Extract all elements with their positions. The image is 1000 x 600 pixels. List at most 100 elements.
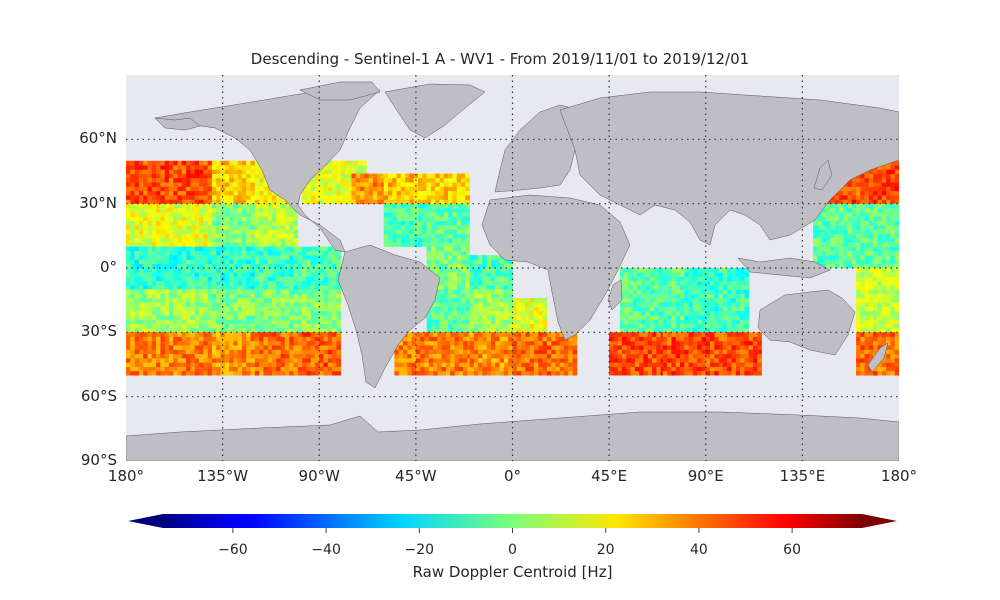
heatmap-cell [722,268,728,273]
heatmap-cell [422,177,427,183]
heatmap-cell [645,280,651,286]
heatmap-cell [164,328,170,333]
heatmap-cell [194,345,200,350]
heatmap-cell [456,328,462,333]
heatmap-cell [692,298,698,303]
heatmap-cell [272,315,277,320]
heatmap-cell [181,203,187,209]
heatmap-cell [229,169,234,174]
heatmap-cell [276,340,281,346]
heatmap-cell [722,315,728,320]
heatmap-cell [473,280,479,286]
heatmap-cell [211,259,217,264]
heatmap-cell [731,289,737,294]
heatmap-cell [250,293,256,299]
heatmap-cell [276,276,281,282]
heatmap-cell [692,293,698,299]
heatmap-cell [705,349,711,355]
heatmap-cell [411,340,417,346]
heatmap-cell [735,272,741,277]
heatmap-cell [542,319,548,325]
heatmap-cell [538,370,543,376]
heatmap-cell [641,328,646,333]
heatmap-cell [147,229,153,234]
heatmap-cell [246,250,251,256]
heatmap-cell [383,182,389,187]
heatmap-cell [491,353,496,359]
heatmap-cell [194,259,200,264]
heatmap-cell [443,203,449,209]
heatmap-cell [418,195,423,200]
heatmap-cell [697,298,702,303]
heatmap-cell [624,306,629,312]
heatmap-cell [486,268,492,273]
heatmap-cell [164,250,170,256]
heatmap-cell [272,306,277,312]
heatmap-cell [450,332,455,337]
heatmap-cell [203,289,208,294]
heatmap-cell [289,362,294,367]
heatmap-cell [757,349,762,355]
heatmap-cell [495,289,500,294]
heatmap-cell [392,186,397,192]
heatmap-cell [705,358,711,363]
heatmap-cell [315,246,320,252]
heatmap-cell [315,302,320,307]
heatmap-cell [461,203,466,209]
heatmap-cell [634,349,640,355]
heatmap-cell [443,199,449,204]
heatmap-cell [692,276,698,282]
heatmap-cell [199,362,204,367]
heatmap-cell [617,362,623,367]
heatmap-cell [486,272,492,277]
heatmap-cell [168,345,174,350]
heatmap-cell [617,345,623,350]
heatmap-cell [259,340,264,346]
heatmap-cell [383,225,389,230]
heatmap-cell [662,268,668,273]
heatmap-cell [351,199,357,204]
heatmap-cell [450,366,455,372]
heatmap-cell [302,255,307,260]
heatmap-cell [450,336,455,342]
heatmap-cell [534,328,539,333]
heatmap-cell [289,276,294,282]
heatmap-cell [177,177,183,183]
heatmap-cell [336,272,341,277]
heatmap-cell [181,225,187,230]
heatmap-cell [138,293,144,299]
heatmap-cell [405,195,410,200]
heatmap-cell [383,177,389,183]
heatmap-cell [413,242,419,247]
heatmap-cell [452,182,457,187]
heatmap-cell [692,358,698,363]
heatmap-cell [400,177,406,183]
heatmap-cell [426,238,432,243]
heatmap-cell [503,319,509,325]
heatmap-cell [362,169,367,174]
heatmap-cell [224,177,230,183]
heatmap-cell [177,212,183,217]
heatmap-cell [735,306,741,312]
heatmap-cell [894,195,899,200]
heatmap-cell [688,328,694,333]
heatmap-cell [310,276,316,282]
heatmap-cell [461,259,466,264]
heatmap-cell [452,276,457,282]
heatmap-cell [710,306,715,312]
heatmap-cell [237,345,243,350]
heatmap-cell [400,216,406,222]
heatmap-cell [224,169,230,174]
heatmap-cell [263,306,268,312]
heatmap-cell [503,332,509,337]
heatmap-cell [306,255,311,260]
heatmap-cell [203,298,208,303]
heatmap-cell [372,182,378,187]
heatmap-cell [482,319,487,325]
heatmap-cell [345,169,350,174]
heatmap-cell [267,340,273,346]
heatmap-cell [126,349,131,355]
heatmap-cell [224,208,230,213]
heatmap-cell [289,315,294,320]
heatmap-cell [224,160,230,166]
